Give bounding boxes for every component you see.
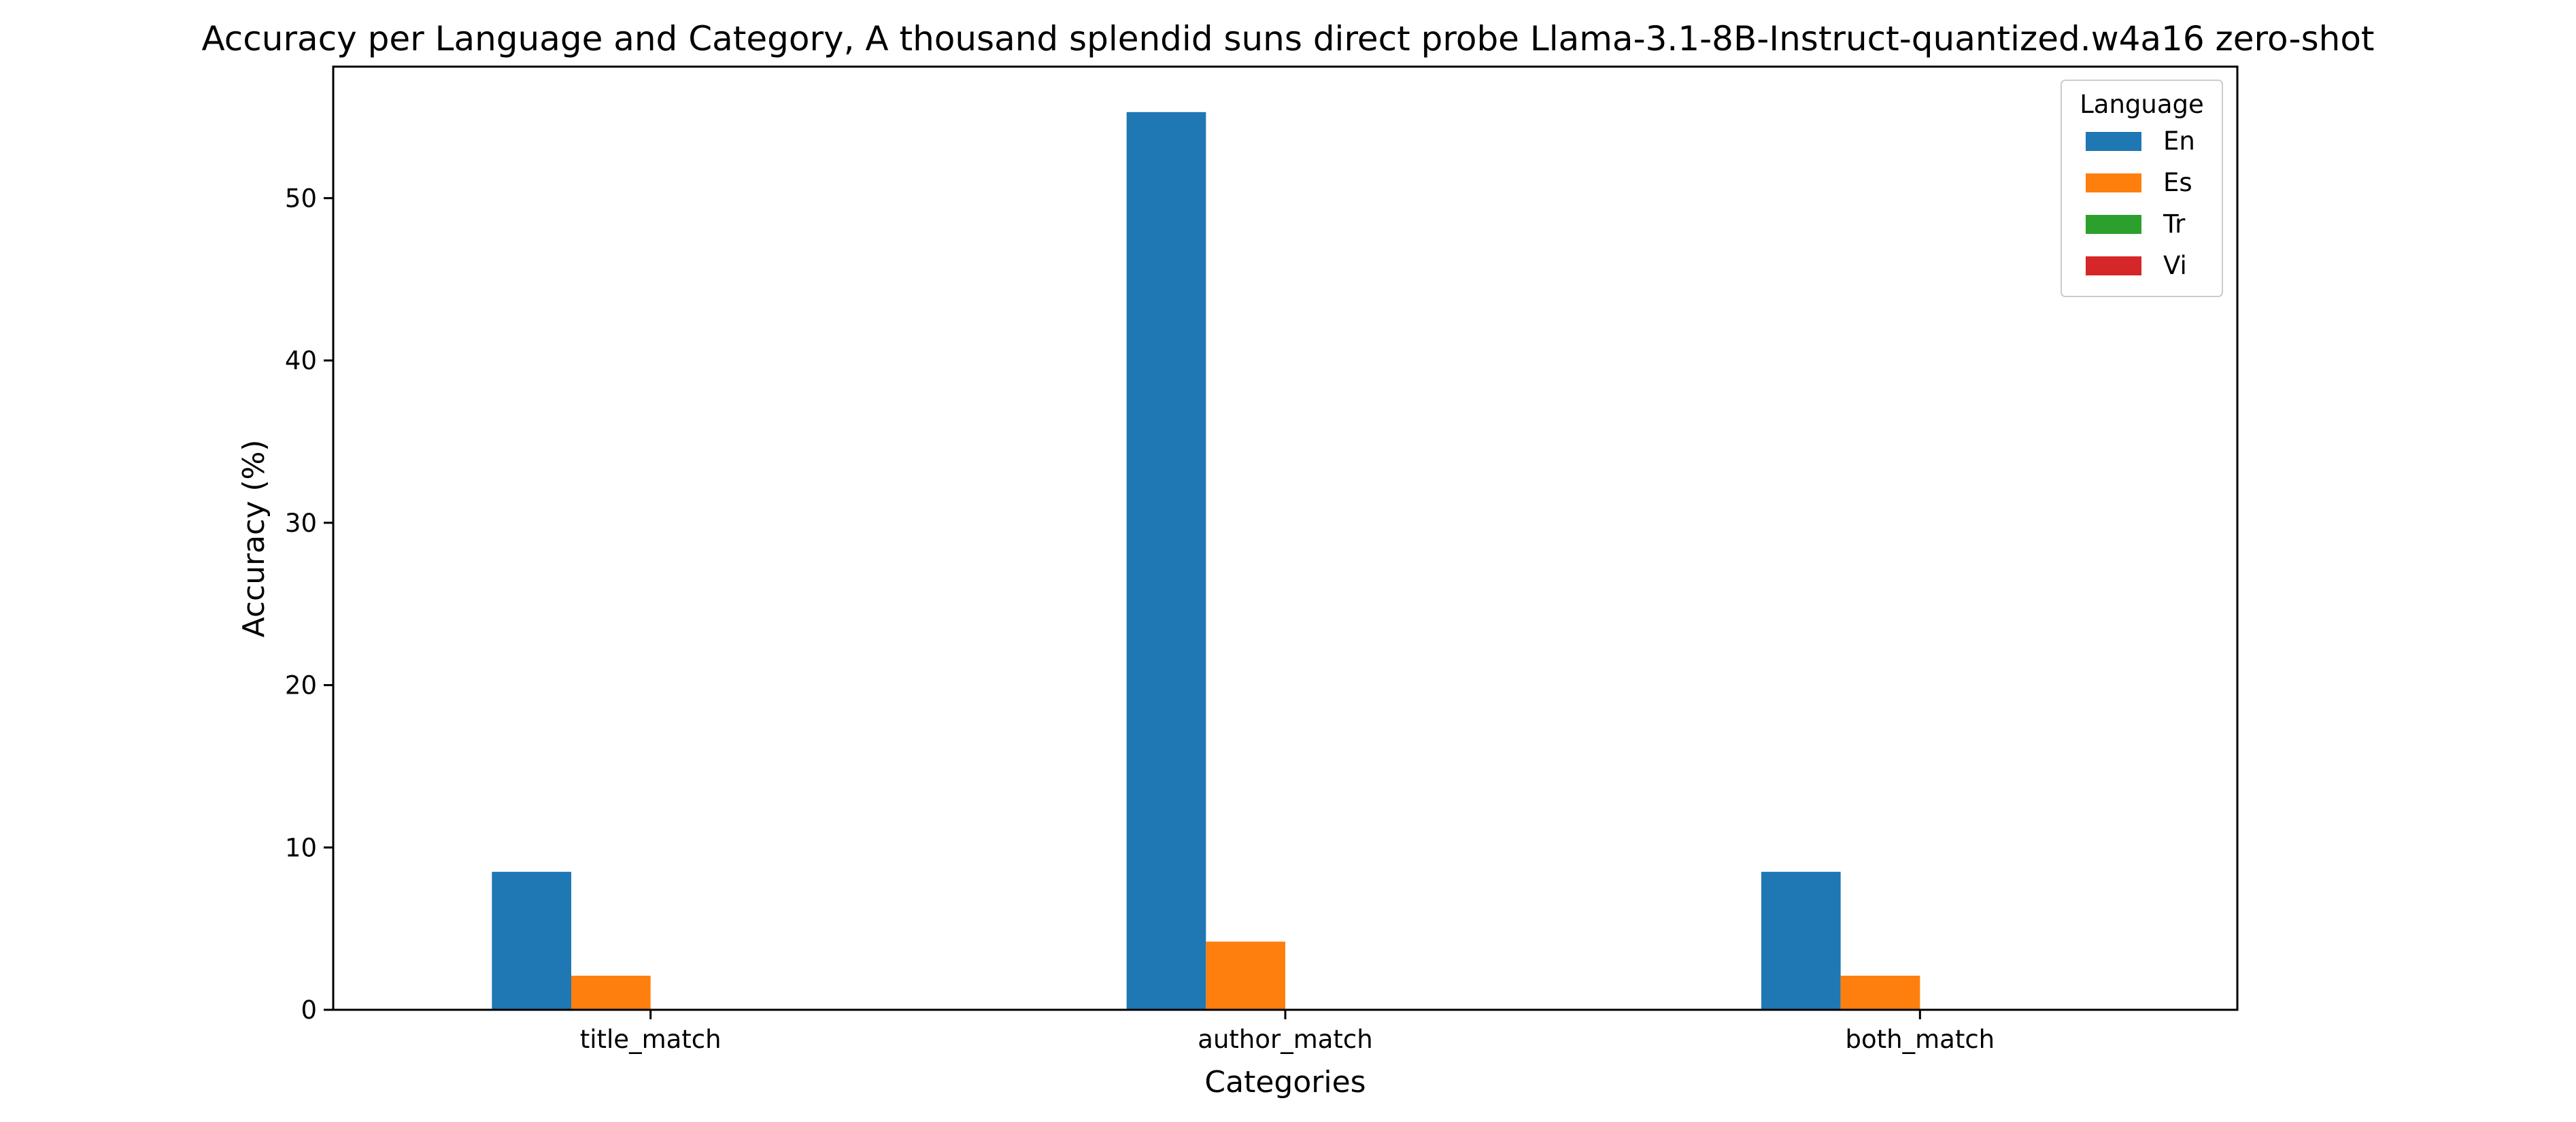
chart-title: Accuracy per Language and Category, A th… (201, 19, 2374, 58)
legend: Language En Es Tr Vi (2061, 80, 2223, 297)
y-tick-label: 0 (301, 996, 317, 1025)
legend-label-en: En (2163, 126, 2195, 156)
y-tick-label: 10 (285, 833, 317, 862)
legend-swatch-es (2086, 173, 2141, 192)
bar-en-author_match (1126, 112, 1206, 1010)
x-axis-label: Categories (1204, 1065, 1366, 1100)
bar-es-title_match (571, 975, 651, 1010)
bar-es-both_match (1840, 975, 1920, 1010)
bar-es-author_match (1206, 941, 1285, 1010)
y-tick-label: 20 (285, 671, 317, 700)
legend-label-vi: Vi (2163, 251, 2187, 280)
x-tick-label: author_match (1198, 1025, 1372, 1054)
x-tick-label: both_match (1846, 1025, 1995, 1054)
x-tick-label: title_match (580, 1025, 722, 1054)
legend-title: Language (2080, 90, 2204, 119)
x-axis: title_match author_match both_match (580, 1010, 1995, 1054)
y-tick-label: 40 (285, 346, 317, 375)
y-axis: 0 10 20 30 40 50 (285, 184, 333, 1025)
legend-swatch-en (2086, 132, 2141, 151)
legend-swatch-vi (2086, 256, 2141, 275)
bar-en-both_match (1761, 872, 1841, 1010)
legend-label-tr: Tr (2163, 209, 2186, 239)
bars-layer (492, 112, 1920, 1010)
y-tick-label: 50 (285, 184, 317, 213)
y-tick-label: 30 (285, 509, 317, 538)
plot-frame (332, 65, 2239, 1011)
legend-label-es: Es (2163, 168, 2192, 197)
bar-en-title_match (492, 872, 571, 1010)
legend-swatch-tr (2086, 215, 2141, 234)
y-axis-label: Accuracy (%) (237, 439, 271, 637)
